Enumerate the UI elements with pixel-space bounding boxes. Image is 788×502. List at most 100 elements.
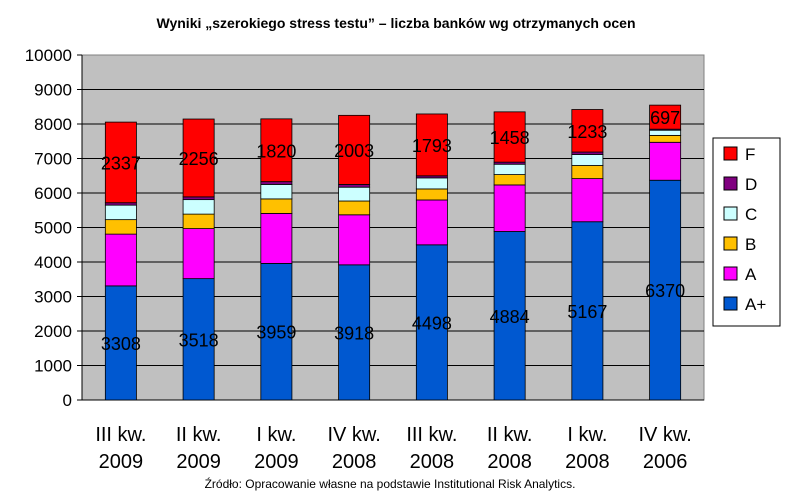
legend-swatch — [723, 146, 738, 161]
x-tick-label: 2009 — [254, 451, 299, 473]
y-tick-label: 10000 — [25, 46, 72, 65]
bar-segment — [493, 163, 526, 175]
x-tick-label: 2009 — [99, 451, 144, 473]
bar-segment — [104, 233, 137, 287]
bar-segment — [182, 213, 215, 230]
bar-segment — [260, 181, 293, 185]
legend-label: F — [745, 145, 755, 164]
bar-segment — [649, 104, 682, 130]
data-label: 2256 — [179, 149, 219, 169]
x-axis-labels: III kw. 2009 II kw. 2009 I kw. 2009 IV kw. 2008… — [95, 424, 691, 473]
legend-label: B — [745, 235, 756, 254]
data-label: 6370 — [645, 281, 685, 301]
bar-segment — [182, 278, 215, 401]
x-tick-label: IV kw. — [327, 424, 380, 446]
bar-segment — [493, 111, 526, 163]
bar-segment — [182, 199, 215, 215]
bar-segment — [649, 141, 682, 181]
bar-segment — [649, 134, 682, 143]
y-tick-label: 9000 — [34, 81, 72, 100]
legend-label: C — [745, 205, 757, 224]
x-tick-label: I kw. — [256, 424, 296, 446]
y-tick-label: 4000 — [34, 253, 72, 272]
data-label: 4884 — [490, 307, 530, 327]
y-tick-label: 6000 — [34, 184, 72, 203]
bar-segment — [260, 198, 293, 214]
data-label: 1233 — [567, 122, 607, 142]
legend-swatch — [723, 176, 738, 191]
bar-segment — [415, 188, 448, 201]
bar-segment — [104, 121, 137, 204]
data-label: 697 — [650, 108, 680, 128]
x-tick-label: II kw. — [487, 424, 533, 446]
x-tick-label: I kw. — [567, 424, 607, 446]
data-label: 1458 — [490, 128, 530, 148]
bar-segment — [415, 113, 448, 177]
x-tick-label: III kw. — [95, 424, 146, 446]
bar-segment — [571, 109, 604, 153]
y-tick-label: 8000 — [34, 115, 72, 134]
data-label: 4498 — [412, 313, 452, 333]
bar-segment — [338, 264, 371, 401]
bars: 3308 2337 3518 2256 3959 1820 3918 2003 4498 1793… — [101, 104, 685, 401]
x-tick-label: III kw. — [406, 424, 457, 446]
bar-segment — [571, 154, 604, 166]
legend-swatch — [723, 206, 738, 221]
legend-label: A — [745, 265, 757, 284]
bar-segment — [415, 177, 448, 190]
bar-segment — [493, 174, 526, 186]
legend-label: A+ — [745, 295, 766, 314]
source-note: Źródło: Opracowanie własne na podstawie … — [205, 476, 576, 491]
y-tick-label: 1000 — [34, 357, 72, 376]
bar-segment — [415, 244, 448, 401]
bar-segment — [338, 214, 371, 266]
data-label: 3959 — [256, 323, 296, 343]
data-label: 3518 — [179, 330, 219, 350]
bar-segment — [260, 212, 293, 264]
x-tick-label: II kw. — [176, 424, 222, 446]
legend-label: D — [745, 175, 757, 194]
bar-segment — [182, 118, 215, 198]
y-tick-label: 0 — [63, 391, 72, 410]
bar-segment — [571, 165, 604, 180]
chart-title: Wyniki „szerokiego stress testu” – liczb… — [157, 15, 636, 31]
bar-segment — [182, 228, 215, 280]
bar-segment — [104, 285, 137, 401]
data-label: 2003 — [334, 141, 374, 161]
x-tick-label: 2008 — [487, 451, 532, 473]
bar-segment — [260, 263, 293, 401]
bar-segment — [415, 199, 448, 246]
x-tick-label: 2008 — [332, 451, 377, 473]
bar-segment — [338, 186, 371, 202]
bar-segment — [649, 129, 682, 136]
bar-segment — [571, 221, 604, 401]
data-label: 1820 — [256, 141, 296, 161]
y-tick-label: 7000 — [34, 150, 72, 169]
x-tick-label: 2008 — [410, 451, 455, 473]
legend-swatch — [723, 296, 738, 311]
x-tick-label: 2009 — [176, 451, 221, 473]
y-tick-label: 5000 — [34, 219, 72, 238]
data-label: 1793 — [412, 136, 452, 156]
bar-segment — [338, 114, 371, 185]
bar-segment — [260, 118, 293, 183]
legend — [712, 137, 781, 327]
x-tick-label: 2006 — [643, 451, 688, 473]
legend-swatch — [723, 236, 738, 251]
x-tick-label: 2008 — [565, 451, 610, 473]
data-label: 3308 — [101, 334, 141, 354]
y-tick-label: 2000 — [34, 322, 72, 341]
bar-segment — [493, 231, 526, 401]
x-tick-label: IV kw. — [638, 424, 691, 446]
bar-segment — [182, 196, 215, 201]
data-label: 2337 — [101, 153, 141, 173]
bar-segment — [493, 184, 526, 232]
y-tick-label: 3000 — [34, 288, 72, 307]
bar-segment — [104, 219, 137, 235]
bar-segment — [338, 200, 371, 216]
bar-segment — [104, 204, 137, 221]
data-label: 3918 — [334, 323, 374, 343]
